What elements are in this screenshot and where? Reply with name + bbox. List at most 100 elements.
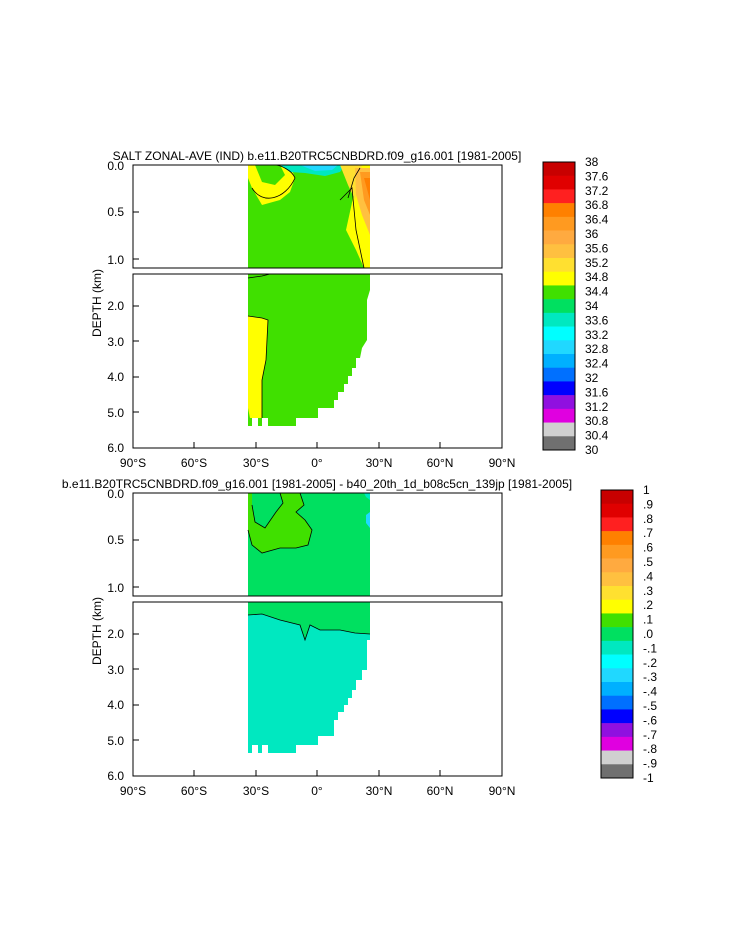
colorbar-label: -.6 [643,713,657,727]
panel-difference: b.e11.B20TRC5CNBDRD.f09_g16.001 [1981-20… [62,477,657,798]
difference-field-lower [247,602,371,753]
colorbar-swatch [543,340,575,355]
colorbar-swatch [601,490,633,505]
colorbar-swatch [543,189,575,204]
colorbar-label: -1 [643,771,654,785]
colorbar-swatch [543,162,575,177]
x-tick-labels: 90°S 60°S 30°S 0° 30°N 60°N 90°N [120,784,515,798]
colorbar-difference: 1.9.8.7.6.5.4.3.2.1.0-.1-.2-.3-.4-.5-.6-… [600,483,657,785]
y-ticks [133,211,139,413]
colorbar-label: 36.4 [585,213,609,227]
colorbar-label: -.4 [643,685,657,699]
colorbar-swatch [601,668,633,683]
y-tick-label: 4.0 [107,370,124,384]
colorbar-label: -.8 [643,742,657,756]
colorbar-swatch [601,709,633,724]
colorbar-label: 31.2 [585,400,609,414]
colorbar-swatch [601,544,633,559]
y-tick-labels: 0.0 0.5 1.0 2.0 3.0 4.0 5.0 6.0 [107,487,124,783]
colorbar-label: .6 [643,541,653,555]
y-tick-labels: 0.0 0.5 1.0 2.0 3.0 4.0 5.0 6.0 [107,159,124,455]
y-tick-label: 2.0 [107,627,124,641]
panel-salt: SALT ZONAL-AVE (IND) b.e11.B20TRC5CNBDRD… [90,149,609,470]
x-tick-label: 60°N [427,784,454,798]
colorbar-frame [600,489,634,779]
colorbar-swatch [543,354,575,369]
colorbar-swatch [601,627,633,642]
colorbar-label: 30.4 [585,429,609,443]
colorbar-label: .0 [643,627,653,641]
colorbar-label: 30.8 [585,414,609,428]
colorbar-label: 1 [643,483,650,497]
colorbar-label: -.2 [643,656,657,670]
y-tick-label: 6.0 [107,441,124,455]
colorbar-swatch [601,503,633,518]
colorbar-swatch [543,367,575,382]
salinity-field-lower [247,273,370,426]
plot-frame-upper [132,164,503,269]
colorbar-label: -.3 [643,670,657,684]
colorbar-swatch [601,750,633,765]
x-tick-label: 60°S [181,456,207,470]
x-tick-label: 60°N [427,456,454,470]
colorbar-label: 30 [585,443,599,457]
plot-frame-upper [132,492,503,597]
colorbar-label: -.9 [643,757,657,771]
colorbar-label: -.5 [643,699,657,713]
colorbar-label: 32 [585,371,599,385]
x-tick-label: 0° [311,456,323,470]
x-tick-labels: 90°S 60°S 30°S 0° 30°N 60°N 90°N [120,456,515,470]
y-axis-label: DEPTH (km) [90,269,104,337]
colorbar-swatch [543,175,575,190]
colorbar-label: .9 [643,497,653,511]
colorbar-label: 37.6 [585,169,609,183]
colorbar-label: 38 [585,155,599,169]
y-tick-label: 3.0 [107,335,124,349]
colorbar-swatch [601,682,633,697]
difference-field-upper [247,492,370,596]
x-tick-label: 60°S [181,784,207,798]
colorbar-swatch [601,586,633,601]
colorbar-label: 37.2 [585,184,609,198]
y-tick-label: 0.5 [107,205,124,219]
y-tick-label: 6.0 [107,769,124,783]
colorbar-swatch [543,326,575,341]
colorbar-swatch [543,285,575,300]
colorbar-swatch [543,408,575,423]
x-tick-label: 30°S [243,456,269,470]
colorbar-label: 33.6 [585,313,609,327]
x-tick-label: 90°N [489,456,516,470]
colorbar-swatch [543,244,575,259]
colorbar-swatch [601,764,633,779]
y-tick-label: 4.0 [107,698,124,712]
y-tick-label: 0.5 [107,533,124,547]
colorbar-swatch [601,723,633,738]
x-tick-label: 90°S [120,784,146,798]
colorbar-label: 34 [585,299,599,313]
y-tick-label: 1.0 [107,253,124,267]
colorbar-swatch [601,654,633,669]
colorbar-label: 34.8 [585,270,609,284]
y-tick-label: 5.0 [107,734,124,748]
colorbar-label: 36.8 [585,198,609,212]
y-tick-label: 3.0 [107,663,124,677]
colorbar-swatch [543,395,575,410]
colorbar-label: .1 [643,613,653,627]
colorbar-label: .2 [643,598,653,612]
colorbar-label: 34.4 [585,285,609,299]
colorbar-swatch [601,558,633,573]
colorbar-label: -.1 [643,641,657,655]
colorbar-swatch [543,203,575,218]
colorbar-label: 35.2 [585,256,609,270]
x-tick-label: 0° [311,784,323,798]
colorbar-swatch [543,381,575,396]
colorbar-swatch [601,736,633,751]
colorbar-swatch [601,572,633,587]
panel-title: SALT ZONAL-AVE (IND) b.e11.B20TRC5CNBDRD… [113,149,522,163]
colorbar-swatch [601,613,633,628]
y-tick-label: 0.0 [107,159,124,173]
colorbar-label: 36 [585,227,599,241]
colorbar-swatch [543,422,575,437]
colorbar-label: .4 [643,569,653,583]
